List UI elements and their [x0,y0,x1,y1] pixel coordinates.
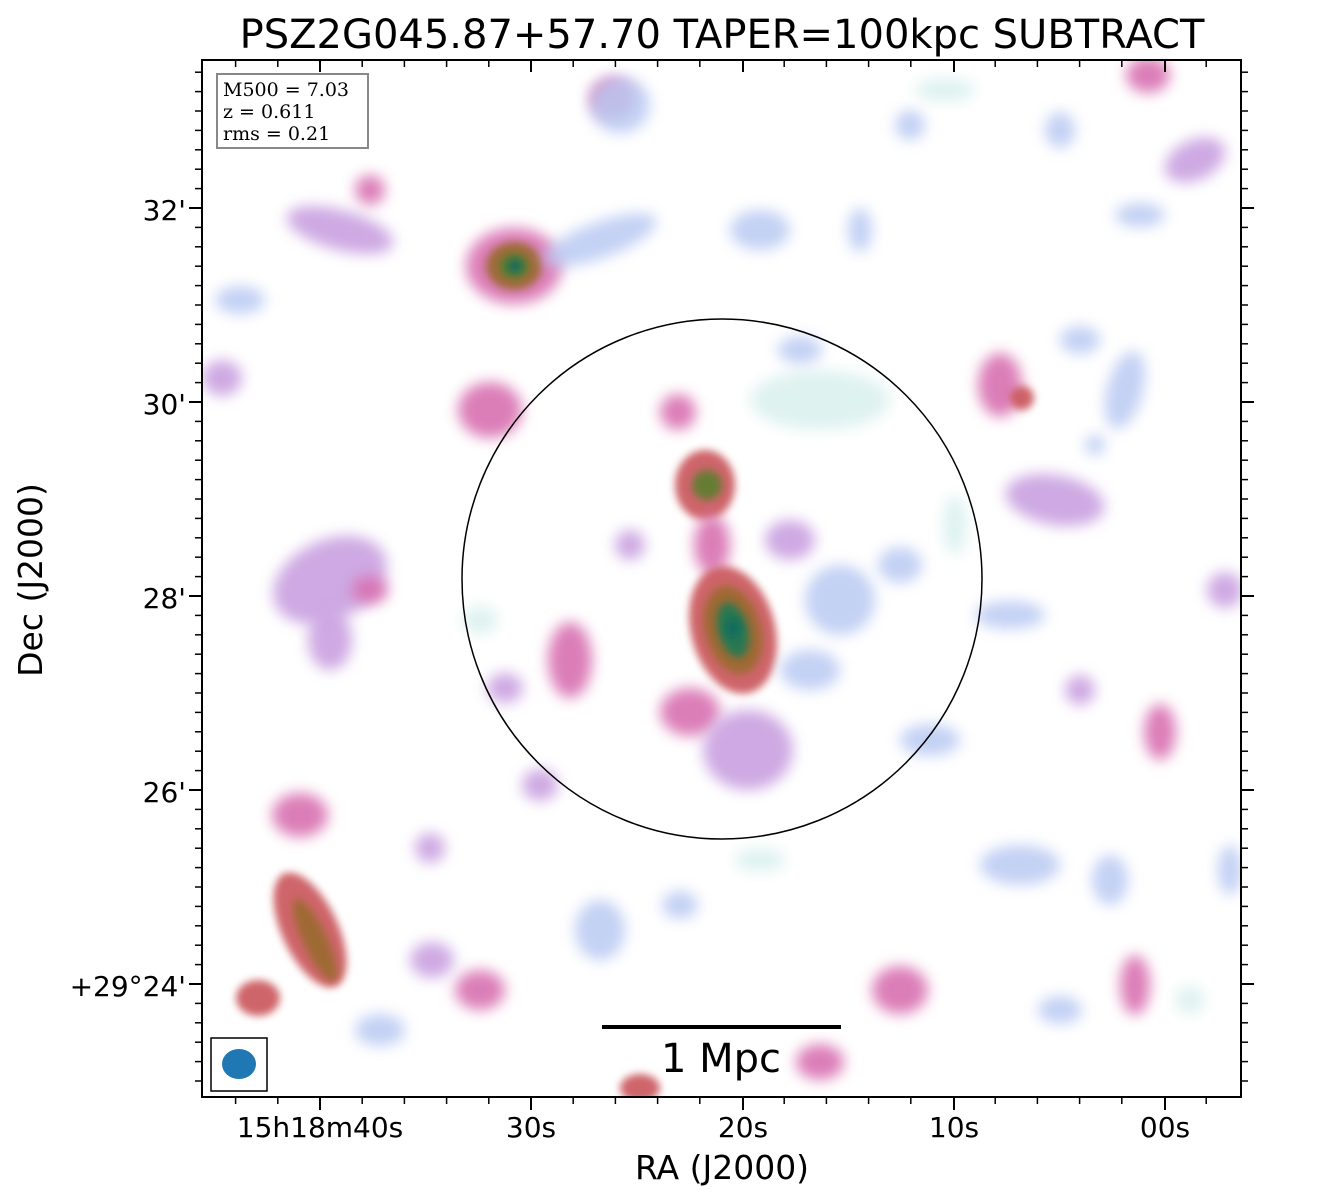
emission-blob [293,898,337,982]
chart-title: PSZ2G045.87+57.70 TAPER=100kpc SUBTRACT [240,12,1205,58]
emission-blob [308,610,352,670]
emission-blob [735,848,785,872]
beam-box [210,1037,268,1092]
emission-blob [1115,203,1165,227]
emission-blob [1010,386,1034,410]
emission-blob [1065,675,1095,705]
emission-blob [1164,137,1226,183]
emission-blob [236,980,280,1016]
y-tick-label: +29°24' [70,970,186,1003]
emission-blob [660,394,696,430]
emission-blob [1120,955,1150,1015]
emission-blob [1005,473,1105,527]
y-tick-label: 30' [143,388,186,421]
emission-blob [1092,855,1128,905]
emission-blob [620,1074,660,1097]
emission-blob [915,78,975,102]
emission-blob [458,382,522,438]
emission-blob [575,900,625,960]
x-tick-label: 15h18m40s [237,1111,404,1144]
emission-blob [273,535,387,625]
cluster-circle [461,318,983,840]
emission-blob [872,966,928,1014]
scale-bar-label: 1 Mpc [661,1036,781,1082]
emission-blob [1207,572,1241,608]
emission-blob [943,495,967,555]
emission-blob [410,942,454,978]
emission-blob [660,688,720,736]
y-axis-label: Dec (J2000) [11,483,50,677]
y-tick-label: 32' [143,194,186,227]
emission-blob [415,833,445,863]
emission-blob [848,208,872,252]
emission-blob [215,286,265,314]
emission-blob [780,650,840,690]
emission-blob [765,520,815,560]
info-rms: rms = 0.21 [223,123,330,145]
emission-map [202,60,1241,1097]
beam-ellipse [222,1049,256,1079]
emission-blob [272,793,328,837]
emission-blob [805,565,875,635]
emission-blob [487,673,523,703]
emission-blob [1085,435,1105,455]
emission-blob [662,891,698,919]
emission-blob [202,360,242,396]
emission-blob [1038,996,1082,1024]
emission-blob [796,1044,844,1080]
emission-blob [522,769,558,801]
scale-bar: 1 Mpc [602,1025,841,1082]
emission-blob [778,336,822,364]
emission-blob [590,77,650,133]
info-redshift: z = 0.611 [223,101,315,123]
emission-blob [694,515,730,575]
emission-blob [507,259,523,273]
beam-box-frame [210,1037,268,1092]
emission-blob [455,970,505,1010]
emission-blob [1144,704,1176,760]
emission-blob [975,601,1045,629]
info-m500: M500 = 7.03 [223,79,349,101]
emission-blob [1104,351,1146,429]
emission-blob [286,206,394,254]
plot-area: M500 = 7.03 z = 0.611 rms = 0.21 1 Mpc [201,59,1242,1098]
x-tick-label: 20s [718,1111,768,1144]
emission-blob [1126,60,1170,93]
emission-blob [352,576,388,604]
emission-blob [615,530,645,560]
emission-blob [355,1014,405,1046]
plot-frame [201,59,1242,1098]
emission-blob [692,470,722,500]
emission-blob [1175,986,1205,1014]
x-tick-label: 30s [506,1111,556,1144]
y-axis: +29°24' 26' 28' 30' 32' Dec (J2000) [11,194,186,1003]
emission-blob [1045,112,1075,148]
emission-blob [1218,845,1241,895]
emission-blob [980,845,1060,885]
x-tick-label: 10s [929,1111,979,1144]
emission-blob [1060,326,1100,354]
emission-blob [895,110,925,140]
emission-blob [730,210,790,250]
x-tick-label: 00s [1140,1111,1190,1144]
y-tick-label: 26' [143,776,186,809]
emission-blob [750,370,890,430]
info-box: M500 = 7.03 z = 0.611 rms = 0.21 [216,73,369,149]
emission-blob [878,547,922,583]
x-axis-label: RA (J2000) [635,1148,809,1187]
emission-blob [355,175,385,205]
emission-blob [703,710,793,790]
emission-blob [726,618,740,638]
emission-blob [548,622,592,698]
emission-blob [900,724,960,756]
info-box-frame [216,73,369,149]
x-axis: 15h18m40s 30s 20s 10s 00s RA (J2000) [237,1111,1190,1187]
y-tick-label: 28' [143,582,186,615]
emission-blob [462,606,498,634]
axis-ticks [189,60,1254,1110]
emission-blob [543,213,657,267]
